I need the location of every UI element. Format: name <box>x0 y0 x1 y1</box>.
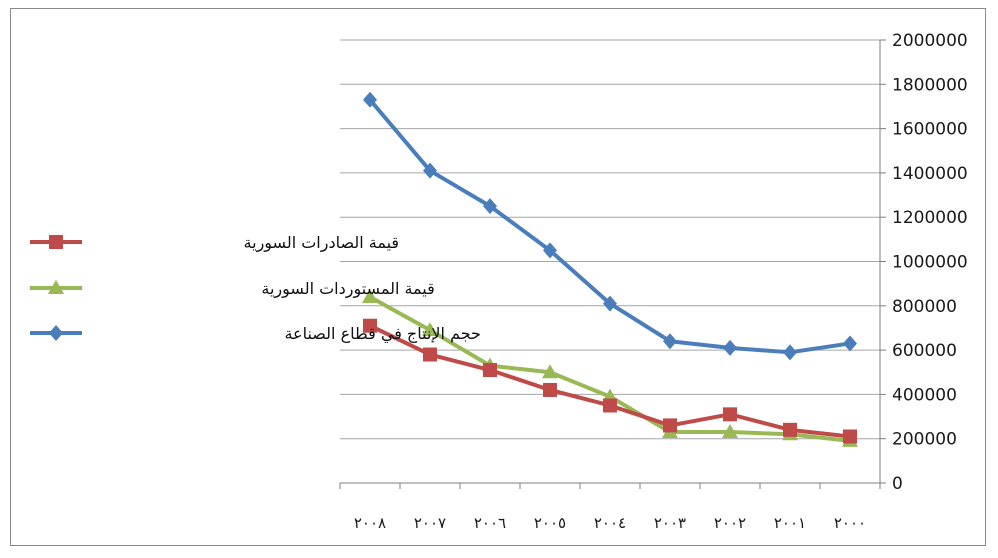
x-tick-label: ٢٠٠٠ <box>834 514 866 532</box>
x-tick-label: ٢٠٠٧ <box>414 514 446 532</box>
data-point <box>362 288 378 303</box>
series-line <box>368 98 851 355</box>
y-tick-label: 800000 <box>892 297 957 317</box>
series-diamond <box>363 91 857 361</box>
data-point <box>603 398 617 413</box>
y-axis-ticks: 2000000180000016000001400000120000010000… <box>892 31 968 494</box>
data-point <box>663 333 677 350</box>
y-tick-label: 1000000 <box>892 253 968 273</box>
gridlines <box>340 39 880 484</box>
data-point <box>483 198 497 215</box>
y-tick-label: 600000 <box>892 341 957 361</box>
data-point <box>422 322 438 337</box>
legend-label: قيمة المستوردات السورية <box>261 279 434 299</box>
data-point <box>843 429 857 444</box>
series-line <box>369 295 851 443</box>
legend-marker <box>49 325 63 341</box>
series-square <box>363 318 857 444</box>
x-tick-label: ٢٠٠٢ <box>714 514 746 532</box>
y-tick-label: 1600000 <box>892 120 968 140</box>
data-point <box>543 382 557 397</box>
data-point <box>542 364 558 379</box>
series-layer <box>362 91 858 447</box>
data-point <box>783 344 797 361</box>
legend-entry: حجم الإنتاج في قطاع الصناعة <box>30 324 481 344</box>
data-point <box>363 91 377 108</box>
data-point <box>483 363 497 378</box>
legend: قيمة الصادرات السورية قيمة المستوردات الس… <box>30 233 481 344</box>
x-tick-label: ٢٠٠١ <box>774 514 806 532</box>
x-tick-label: ٢٠٠٤ <box>594 514 626 532</box>
x-tick-label: ٢٠٠٥ <box>534 514 566 532</box>
data-point <box>543 242 557 259</box>
data-point <box>723 407 737 422</box>
legend-label: حجم الإنتاج في قطاع الصناعة <box>284 324 480 344</box>
data-point <box>423 162 437 179</box>
legend-marker <box>48 280 64 294</box>
y-tick-label: 1800000 <box>892 75 968 95</box>
data-point <box>843 335 857 352</box>
y-tick-label: 1400000 <box>892 164 968 184</box>
x-axis-ticks: ٢٠٠٨ ٢٠٠٧ ٢٠٠٦ ٢٠٠٥ ٢٠٠٤ ٢٠٠٣ ٢٠٠٢ ٢٠٠١ ٢٠٠٠ <box>354 514 866 532</box>
data-point <box>783 422 797 437</box>
y-tick-label: 400000 <box>892 385 957 405</box>
legend-label: قيمة الصادرات السورية <box>244 233 400 253</box>
chart-frame <box>10 8 986 546</box>
y-tick-label: 1200000 <box>892 208 968 228</box>
legend-entry: قيمة الصادرات السورية <box>30 233 399 253</box>
data-point <box>722 424 738 439</box>
x-tick-label: ٢٠٠٦ <box>474 514 506 532</box>
data-point <box>723 339 737 356</box>
y-tick-label: 2000000 <box>892 31 968 51</box>
x-tick-label: ٢٠٠٣ <box>654 514 686 532</box>
x-tick-label: ٢٠٠٨ <box>354 514 386 532</box>
data-point <box>423 347 437 362</box>
data-point <box>663 418 677 433</box>
y-tick-label: 0 <box>892 474 903 494</box>
data-point <box>603 295 617 312</box>
y-tick-label: 200000 <box>892 430 957 450</box>
legend-entry: قيمة المستوردات السورية <box>30 279 435 299</box>
data-point <box>363 318 377 333</box>
legend-marker <box>49 235 63 249</box>
axes <box>339 39 886 489</box>
